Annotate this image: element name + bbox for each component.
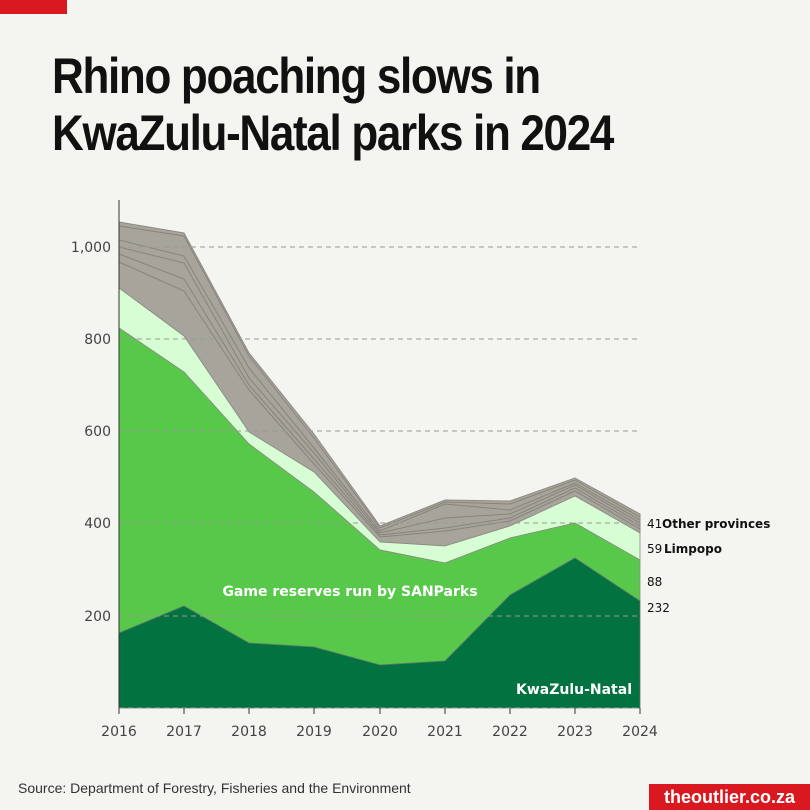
y-tick: 600 bbox=[84, 424, 111, 440]
x-axis-ticks bbox=[118, 708, 641, 714]
end-label-other-name: Other provinces bbox=[662, 517, 770, 531]
y-tick: 200 bbox=[84, 609, 111, 625]
y-tick: 400 bbox=[84, 516, 111, 532]
y-tick: 800 bbox=[84, 332, 111, 348]
x-tick: 2017 bbox=[166, 724, 202, 740]
x-tick: 2021 bbox=[427, 724, 463, 740]
kzn-inline-label: KwaZulu-Natal bbox=[516, 682, 632, 698]
end-label-kzn-value: 232 bbox=[647, 601, 670, 615]
x-tick: 2023 bbox=[557, 724, 593, 740]
brand-link[interactable]: theoutlier.co.za bbox=[649, 784, 810, 810]
chart-title: Rhino poaching slows in KwaZulu-Natal pa… bbox=[52, 48, 614, 161]
x-tick-labels: 2016 2017 2018 2019 2020 2021 2022 2023 … bbox=[101, 724, 658, 740]
x-tick: 2022 bbox=[492, 724, 528, 740]
brand-accent-bar bbox=[0, 0, 67, 14]
end-label-sanparks-value: 88 bbox=[647, 575, 662, 589]
x-tick: 2020 bbox=[362, 724, 398, 740]
other-provinces-sublines bbox=[118, 225, 641, 538]
x-tick: 2019 bbox=[296, 724, 332, 740]
sanparks-inline-label: Game reserves run by SANParks bbox=[222, 584, 477, 600]
end-labels: 41 Other provinces 59 Limpopo 88 232 bbox=[647, 517, 770, 615]
y-tick: 1,000 bbox=[71, 240, 111, 256]
x-tick: 2024 bbox=[622, 724, 658, 740]
gridlines bbox=[119, 246, 640, 709]
x-tick: 2016 bbox=[101, 724, 137, 740]
y-tick-labels: 200 400 600 800 1,000 bbox=[71, 240, 111, 625]
end-label-other-value: 41 bbox=[647, 517, 662, 531]
end-label-limpopo-name: Limpopo bbox=[664, 542, 722, 556]
source-note: Source: Department of Forestry, Fisherie… bbox=[18, 780, 411, 796]
x-tick: 2018 bbox=[231, 724, 267, 740]
end-label-limpopo-value: 59 bbox=[647, 542, 662, 556]
